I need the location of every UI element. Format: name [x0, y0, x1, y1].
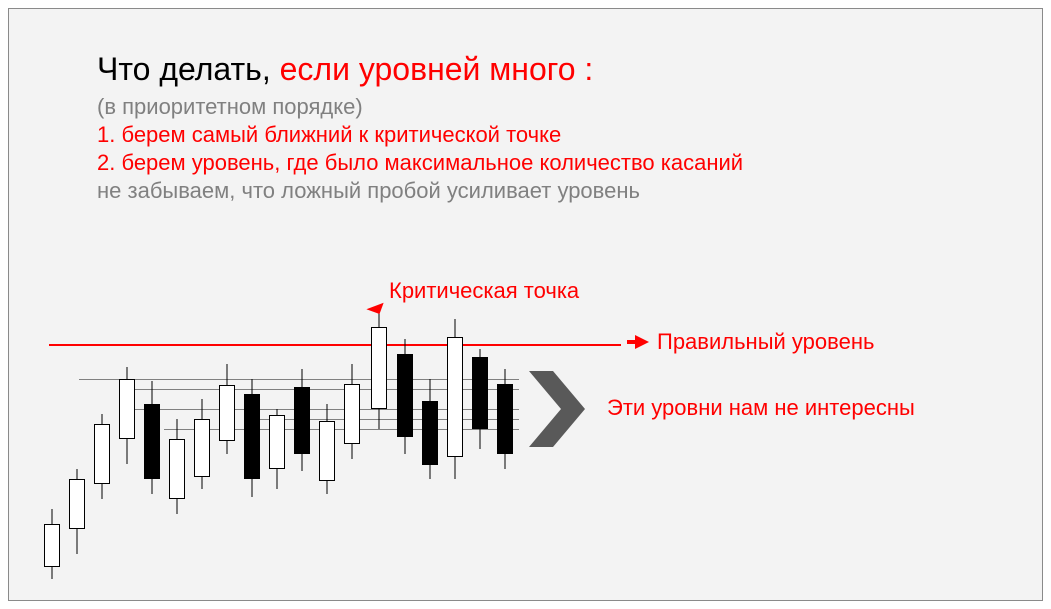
candle [144, 9, 160, 609]
candle-body [194, 419, 210, 477]
candle [269, 9, 285, 609]
candle [219, 9, 235, 609]
candle-body [344, 384, 360, 444]
candle-body [447, 337, 463, 457]
candle-body [44, 524, 60, 567]
candle-body [244, 394, 260, 479]
candle-body [69, 479, 85, 529]
candle-body [144, 404, 160, 479]
candle-body [219, 385, 235, 441]
critical-point-label: Критическая точка [389, 278, 579, 304]
candle [397, 9, 413, 609]
candle [119, 9, 135, 609]
candle-body [497, 384, 513, 454]
candle [94, 9, 110, 609]
candle [194, 9, 210, 609]
candle-body [94, 424, 110, 484]
candle-body [472, 357, 488, 429]
candle [447, 9, 463, 609]
candle [294, 9, 310, 609]
candle-body [169, 439, 185, 499]
secondary-level-line [164, 429, 519, 430]
correct-level-arrow-icon [635, 335, 649, 349]
correct-level-label: Правильный уровень [657, 329, 874, 355]
candle-body [371, 327, 387, 409]
candle-body [294, 387, 310, 454]
candle [319, 9, 335, 609]
candle [169, 9, 185, 609]
candle-body [319, 421, 335, 481]
candle [497, 9, 513, 609]
candle [44, 9, 60, 609]
candle [472, 9, 488, 609]
candle [422, 9, 438, 609]
candle-body [269, 415, 285, 469]
correct-level-arrow-stem [627, 340, 635, 344]
candle-body [119, 379, 135, 439]
chevron-icon [529, 371, 595, 447]
candle [344, 9, 360, 609]
candle [244, 9, 260, 609]
candle [69, 9, 85, 609]
candle-body [397, 354, 413, 437]
slide-frame: Что делать, если уровней много : (в прио… [8, 8, 1043, 601]
not-interesting-label: Эти уровни нам не интересны [607, 395, 915, 421]
candle-body [422, 401, 438, 465]
